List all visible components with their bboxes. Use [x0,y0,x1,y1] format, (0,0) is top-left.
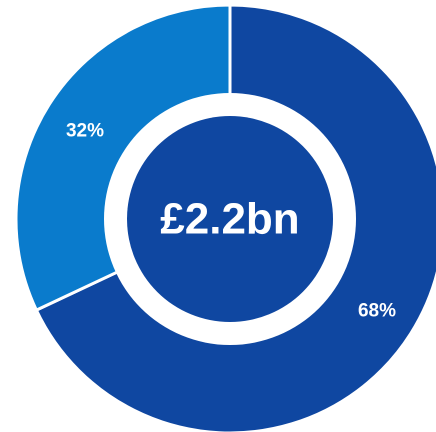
slice-label-1: 32% [66,121,104,142]
slice-labels: 68% 32% [66,121,396,322]
center-total-label: £2.2bn [160,195,299,244]
slice-label-0: 68% [358,301,396,322]
center-disc [127,116,333,322]
